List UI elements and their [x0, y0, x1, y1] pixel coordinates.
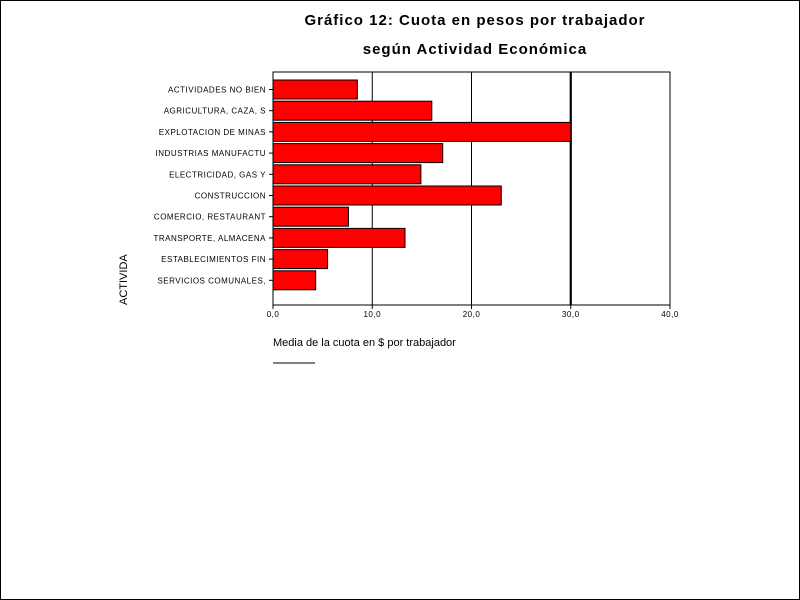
- x-tick-label-3: 30,0: [562, 310, 580, 319]
- x-tick-label-2: 20,0: [463, 310, 481, 319]
- category-label-4: INDUSTRIAS MANUFACTU: [156, 149, 266, 158]
- x-tick-label-4: 40,0: [661, 310, 679, 319]
- bar-9: [272, 249, 329, 270]
- bar-7: [272, 206, 349, 227]
- category-label-9: ESTABLECIMIENTOS FIN: [161, 255, 266, 264]
- category-label-10: SERVICIOS COMUNALES,: [157, 276, 266, 285]
- y-axis-title: ACTIVIDA: [118, 254, 130, 305]
- chart-title: Gráfico 12: Cuota en pesos por trabajado…: [304, 12, 646, 29]
- chart-subtitle: según Actividad Económica: [362, 41, 588, 58]
- x-axis-title: Media de la cuota en $ por trabajador: [273, 337, 456, 349]
- x-tick-label-0: 0,0: [267, 310, 280, 319]
- category-label-5: ELECTRICIDAD, GAS Y: [169, 170, 266, 179]
- x-tick-label-1: 10,0: [363, 310, 381, 319]
- bar-1: [272, 79, 358, 100]
- bar-4: [272, 143, 444, 164]
- category-label-7: COMERCIO, RESTAURANT: [154, 213, 266, 222]
- bar-5: [272, 164, 422, 185]
- category-label-8: TRANSPORTE, ALMACENA: [153, 234, 266, 243]
- bar-8: [272, 227, 406, 248]
- category-label-3: EXPLOTACION DE MINAS: [159, 128, 266, 137]
- category-label-2: AGRICULTURA, CAZA, S: [164, 107, 266, 116]
- bar-6: [272, 185, 502, 206]
- bar-10: [272, 270, 317, 291]
- bar-3: [272, 121, 572, 142]
- bar-2: [272, 100, 433, 121]
- category-label-6: CONSTRUCCION: [195, 192, 266, 201]
- category-label-1: ACTIVIDADES NO BIEN: [168, 86, 266, 95]
- title-area: Gráfico 12: Cuota en pesos por trabajado…: [220, 0, 695, 70]
